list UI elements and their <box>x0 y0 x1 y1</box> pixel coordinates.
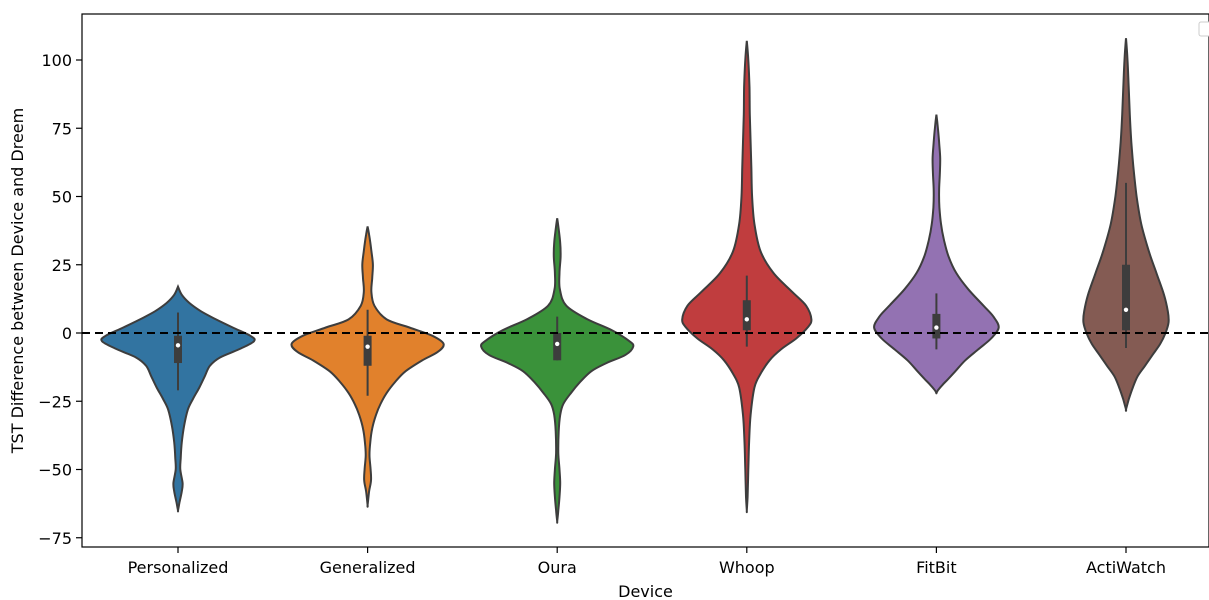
median-dot-generalized <box>365 344 370 349</box>
x-axis: Personalized Generalized Oura Whoop FitBit Ac… <box>128 547 1166 577</box>
y-axis-label: TST Difference between Device and Dreem <box>8 108 27 454</box>
plot-frame <box>81 13 1209 548</box>
y-tick-label: −75 <box>38 529 72 548</box>
y-tick-label: 75 <box>52 119 72 138</box>
y-tick-label: −50 <box>38 461 72 480</box>
median-dot-personalized <box>175 343 181 348</box>
y-tick-label: −25 <box>38 392 72 411</box>
boxplots-layer <box>174 182 1130 396</box>
iqr-box-personalized <box>174 335 182 364</box>
y-tick-label: 25 <box>52 256 72 275</box>
y-tick-label: 100 <box>41 51 72 70</box>
x-tick-label-fitbit: FitBit <box>916 558 956 577</box>
x-tick-label-generalized: Generalized <box>320 558 416 577</box>
x-tick-label-oura: Oura <box>538 558 577 577</box>
x-tick-label-whoop: Whoop <box>719 558 775 577</box>
violin-oura <box>480 218 635 524</box>
y-tick-label: 50 <box>52 188 72 207</box>
y-tick-label: 0 <box>62 324 72 343</box>
violin-fitbit <box>873 114 1000 395</box>
median-dot-oura <box>555 341 560 347</box>
violin-personalized <box>100 284 256 513</box>
median-dot-fitbit <box>934 325 939 330</box>
median-dot-actiwatch <box>1123 307 1129 312</box>
iqr-box-oura <box>553 333 562 361</box>
iqr-box-generalized <box>363 335 372 366</box>
iqr-box-whoop <box>742 300 751 331</box>
median-dot-whoop <box>744 317 749 322</box>
x-tick-label-personalized: Personalized <box>128 558 229 577</box>
iqr-box-actiwatch <box>1122 264 1130 331</box>
legend-box <box>1198 21 1209 37</box>
y-axis: 100 75 50 25 0 −25 −50 −75 <box>38 51 82 548</box>
x-tick-label-actiwatch: ActiWatch <box>1086 558 1166 577</box>
x-axis-label: Device <box>618 582 673 600</box>
violins-layer <box>100 38 1170 524</box>
